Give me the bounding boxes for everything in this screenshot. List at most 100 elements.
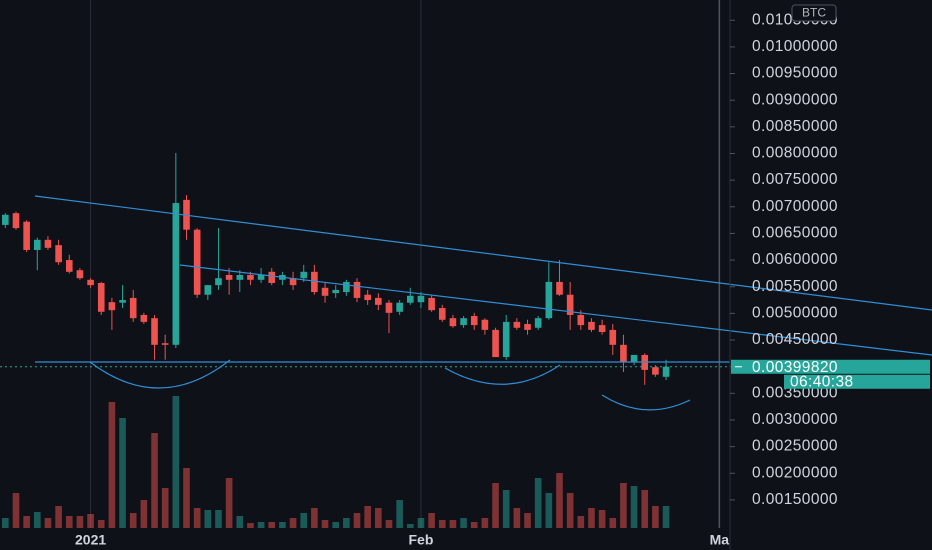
volume-bar — [279, 522, 286, 528]
volume-bar — [417, 518, 425, 528]
candle-body — [566, 294, 574, 315]
volume-bar — [449, 520, 457, 528]
y-tick-label: 0.00950000 — [752, 65, 838, 82]
volume-bar — [44, 518, 52, 528]
candle-body — [65, 260, 73, 272]
volume-bar — [609, 518, 617, 528]
candle-body — [534, 318, 542, 328]
volume-bar — [406, 524, 414, 528]
volume-bar — [321, 520, 329, 528]
volume-bar — [470, 522, 478, 528]
volume-bar — [364, 506, 371, 528]
candle-body — [630, 354, 638, 362]
candle-body — [151, 318, 158, 345]
candle-body — [289, 278, 297, 286]
candle-body — [12, 213, 20, 229]
volume-bar — [204, 510, 212, 528]
volume-bar — [428, 513, 435, 528]
candle-body — [76, 270, 84, 279]
volume-bar — [65, 516, 73, 528]
volume-bar — [215, 510, 222, 528]
y-tick-label: 0.00850000 — [752, 118, 838, 135]
last-price-label: 0.00399820 — [752, 359, 838, 376]
volume-bar — [343, 518, 350, 528]
candle-body — [502, 321, 510, 358]
currency-badge — [791, 4, 837, 22]
candle-body — [481, 319, 489, 330]
volume-bar — [247, 523, 254, 528]
candle-body — [662, 366, 670, 377]
candle-body — [652, 367, 659, 375]
currency: BTC — [802, 6, 826, 20]
candle-body — [598, 325, 606, 333]
y-tick-label: 0.00200000 — [752, 464, 838, 481]
candle-body — [577, 314, 585, 326]
candle-body — [161, 343, 169, 345]
volume-bar — [332, 522, 339, 528]
candle-body — [55, 245, 62, 263]
candle-body — [438, 308, 446, 320]
volume-bar — [375, 508, 382, 528]
candles — [2, 152, 670, 385]
volume-bar — [311, 508, 318, 528]
volume-bar — [588, 508, 595, 528]
volume-bar — [438, 520, 446, 528]
candle-body — [364, 294, 371, 301]
candle-body — [172, 203, 180, 345]
y-tick-label: 0.00650000 — [752, 225, 838, 242]
candle-body — [257, 275, 265, 280]
volume-bar — [108, 402, 116, 528]
y-tick-label: 0.00250000 — [752, 438, 838, 455]
arc — [601, 394, 691, 411]
candle-body — [87, 279, 94, 286]
volume-bar — [119, 418, 126, 528]
candle-body — [353, 281, 361, 298]
volume-bar — [502, 490, 510, 528]
candle-body — [492, 329, 499, 358]
candle-body — [460, 318, 467, 326]
volume-bar — [97, 520, 105, 528]
candle-body — [204, 285, 212, 295]
candle-body — [97, 282, 105, 312]
volume-bar — [161, 488, 169, 528]
volume-bar — [556, 473, 563, 528]
arc — [444, 364, 561, 385]
volume-bar — [492, 483, 499, 528]
candle-body — [193, 229, 201, 295]
y-tick-label: 0.00500000 — [752, 304, 838, 321]
volume-bar — [76, 516, 84, 528]
candle-body — [311, 271, 318, 293]
volume-bar — [385, 520, 393, 528]
volume-bar — [630, 486, 638, 528]
candle-body — [129, 297, 137, 319]
candle-body — [332, 289, 339, 294]
candle-body — [620, 344, 627, 362]
volume-bar — [353, 513, 361, 528]
candle-body — [300, 271, 308, 279]
candle-body — [23, 221, 30, 250]
volume-bar — [566, 493, 574, 528]
candle-body — [588, 321, 595, 330]
trend-line — [179, 264, 932, 356]
candle-body — [225, 275, 233, 280]
candle-body — [236, 275, 244, 280]
volume-bar — [513, 508, 521, 528]
candle-body — [545, 281, 553, 319]
candle-body — [215, 278, 222, 286]
candle-body — [108, 302, 116, 311]
volume-bar — [23, 516, 30, 528]
y-tick-label: 0.00700000 — [752, 198, 838, 215]
countdown: 06:40:38 — [790, 373, 854, 390]
candle-body — [44, 239, 52, 248]
volume-bar — [225, 478, 233, 528]
candle-body — [406, 295, 414, 303]
volume-bar — [652, 506, 659, 528]
candle-body — [119, 300, 126, 303]
candle-body — [609, 329, 617, 345]
volume-bar — [183, 468, 190, 528]
volume-bar — [87, 514, 94, 528]
y-tick-label: 0.00550000 — [752, 278, 838, 295]
volume-bar — [620, 483, 627, 528]
volume-bar — [2, 518, 9, 528]
